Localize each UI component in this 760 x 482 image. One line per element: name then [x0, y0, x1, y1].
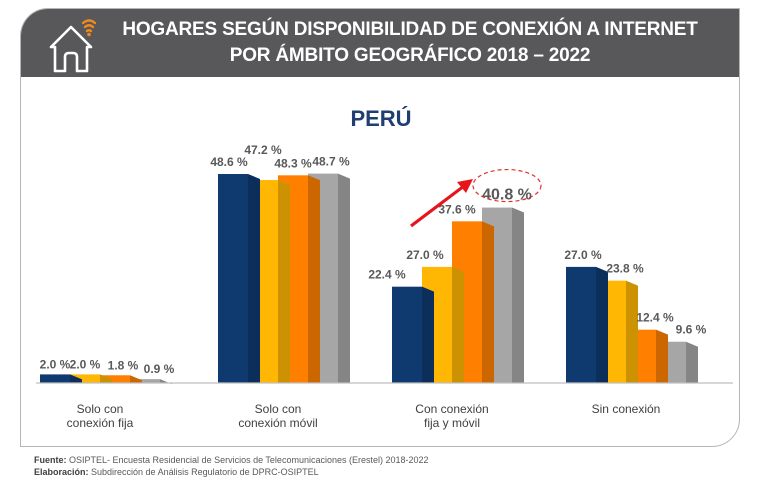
- category-label-2-line-0: Con conexión: [415, 402, 488, 416]
- footer-elaboration: Elaboración: Subdirección de Análisis Re…: [34, 467, 319, 477]
- bar-g0-s1: [70, 374, 100, 383]
- chart-header: HOGARES SEGÚN DISPONIBILIDAD DE CONEXIÓN…: [21, 9, 739, 77]
- chart-panel: HOGARES SEGÚN DISPONIBILIDAD DE CONEXIÓN…: [20, 8, 740, 447]
- bar-side-g1-s2: [308, 175, 320, 383]
- bar-side-g2-s1: [452, 266, 464, 383]
- data-label-g0-s1: 2.0 %: [70, 357, 101, 371]
- bar-side-g3-s1: [626, 280, 638, 383]
- category-label-0-line-0: Solo con: [77, 402, 124, 416]
- data-label-g3-s0: 27.0 %: [564, 248, 602, 262]
- data-label-g2-s2: 37.6 %: [438, 202, 476, 216]
- bars-layer: [40, 173, 698, 385]
- house-wifi-icon: [49, 19, 97, 73]
- bar-side-g3-s0: [596, 266, 608, 383]
- bar-side-g0-s2: [130, 375, 142, 383]
- category-label-3-line-0: Sin conexión: [592, 402, 661, 416]
- footer-elaboration-text: Subdirección de Análisis Regulatorio de …: [88, 467, 319, 477]
- bar-side-g3-s2: [656, 329, 668, 383]
- data-label-g1-s1: 47.2 %: [244, 143, 282, 157]
- footer-source: Fuente: OSIPTEL- Encuesta Residencial de…: [34, 455, 429, 465]
- data-label-g1-s3: 48.7 %: [312, 155, 350, 169]
- bar-g0-s0: [40, 374, 70, 383]
- data-label-g0-s0: 2.0 %: [40, 357, 71, 371]
- footer-source-text: OSIPTEL- Encuesta Residencial de Servici…: [66, 455, 429, 465]
- bar-side-g2-s2: [482, 221, 494, 383]
- bar-side-g2-s0: [422, 286, 434, 383]
- category-label-0-line-1: conexión fija: [67, 416, 134, 430]
- chart-title-line-1: HOGARES SEGÚN DISPONIBILIDAD DE CONEXIÓN…: [122, 19, 698, 40]
- bar-side-g0-s1: [100, 374, 112, 383]
- data-labels-layer: 0.9 % 1.8 % 2.0 %2.0 % 48.7 %48.3 %47.2 %48…: [40, 143, 707, 376]
- annotations-layer: [410, 168, 542, 228]
- bar-side-g0-s0: [70, 374, 82, 383]
- data-label-g2-s3: 40.8 %: [482, 187, 532, 204]
- bar-g2-s0: [392, 286, 422, 383]
- data-label-g3-s1: 23.8 %: [606, 262, 644, 276]
- data-label-g1-s2: 48.3 %: [274, 156, 312, 170]
- chart-title-line-2: POR ÁMBITO GEOGRÁFICO 2018 – 2022: [229, 45, 591, 66]
- trend-arrow-head-icon: [457, 179, 473, 193]
- data-label-g0-s2: 1.8 %: [108, 358, 139, 372]
- data-label-g2-s0: 22.4 %: [368, 268, 406, 282]
- category-label-1-line-1: conexión móvil: [238, 416, 317, 430]
- bar-side-g1-s0: [248, 174, 260, 383]
- data-label-g3-s2: 12.4 %: [636, 311, 674, 325]
- data-label-g1-s0: 48.6 %: [210, 155, 248, 169]
- footer-source-label: Fuente:: [34, 455, 67, 465]
- data-label-g3-s3: 9.6 %: [676, 323, 707, 337]
- chart-subtitle-peru: PERÚ: [350, 106, 411, 131]
- data-label-g0-s3: 0.9 %: [144, 362, 175, 376]
- bar-g0-s2: [100, 375, 130, 383]
- bar-side-g3-s3: [686, 341, 698, 383]
- bar-side-g1-s3: [338, 173, 350, 383]
- trend-arrow-icon: [410, 184, 465, 228]
- bar-g0-s3: [130, 379, 160, 383]
- highlight-circle: [472, 168, 542, 203]
- bar-g1-s0: [218, 174, 248, 383]
- data-label-g2-s1: 27.0 %: [406, 248, 444, 262]
- category-label-1-line-0: Solo con: [255, 402, 302, 416]
- bar-g3-s0: [566, 266, 596, 383]
- footer-elaboration-label: Elaboración:: [34, 467, 89, 477]
- bar-side-g2-s3: [512, 207, 524, 383]
- category-label-2-line-1: fija y móvil: [424, 416, 480, 430]
- bar-side-g1-s1: [278, 180, 290, 383]
